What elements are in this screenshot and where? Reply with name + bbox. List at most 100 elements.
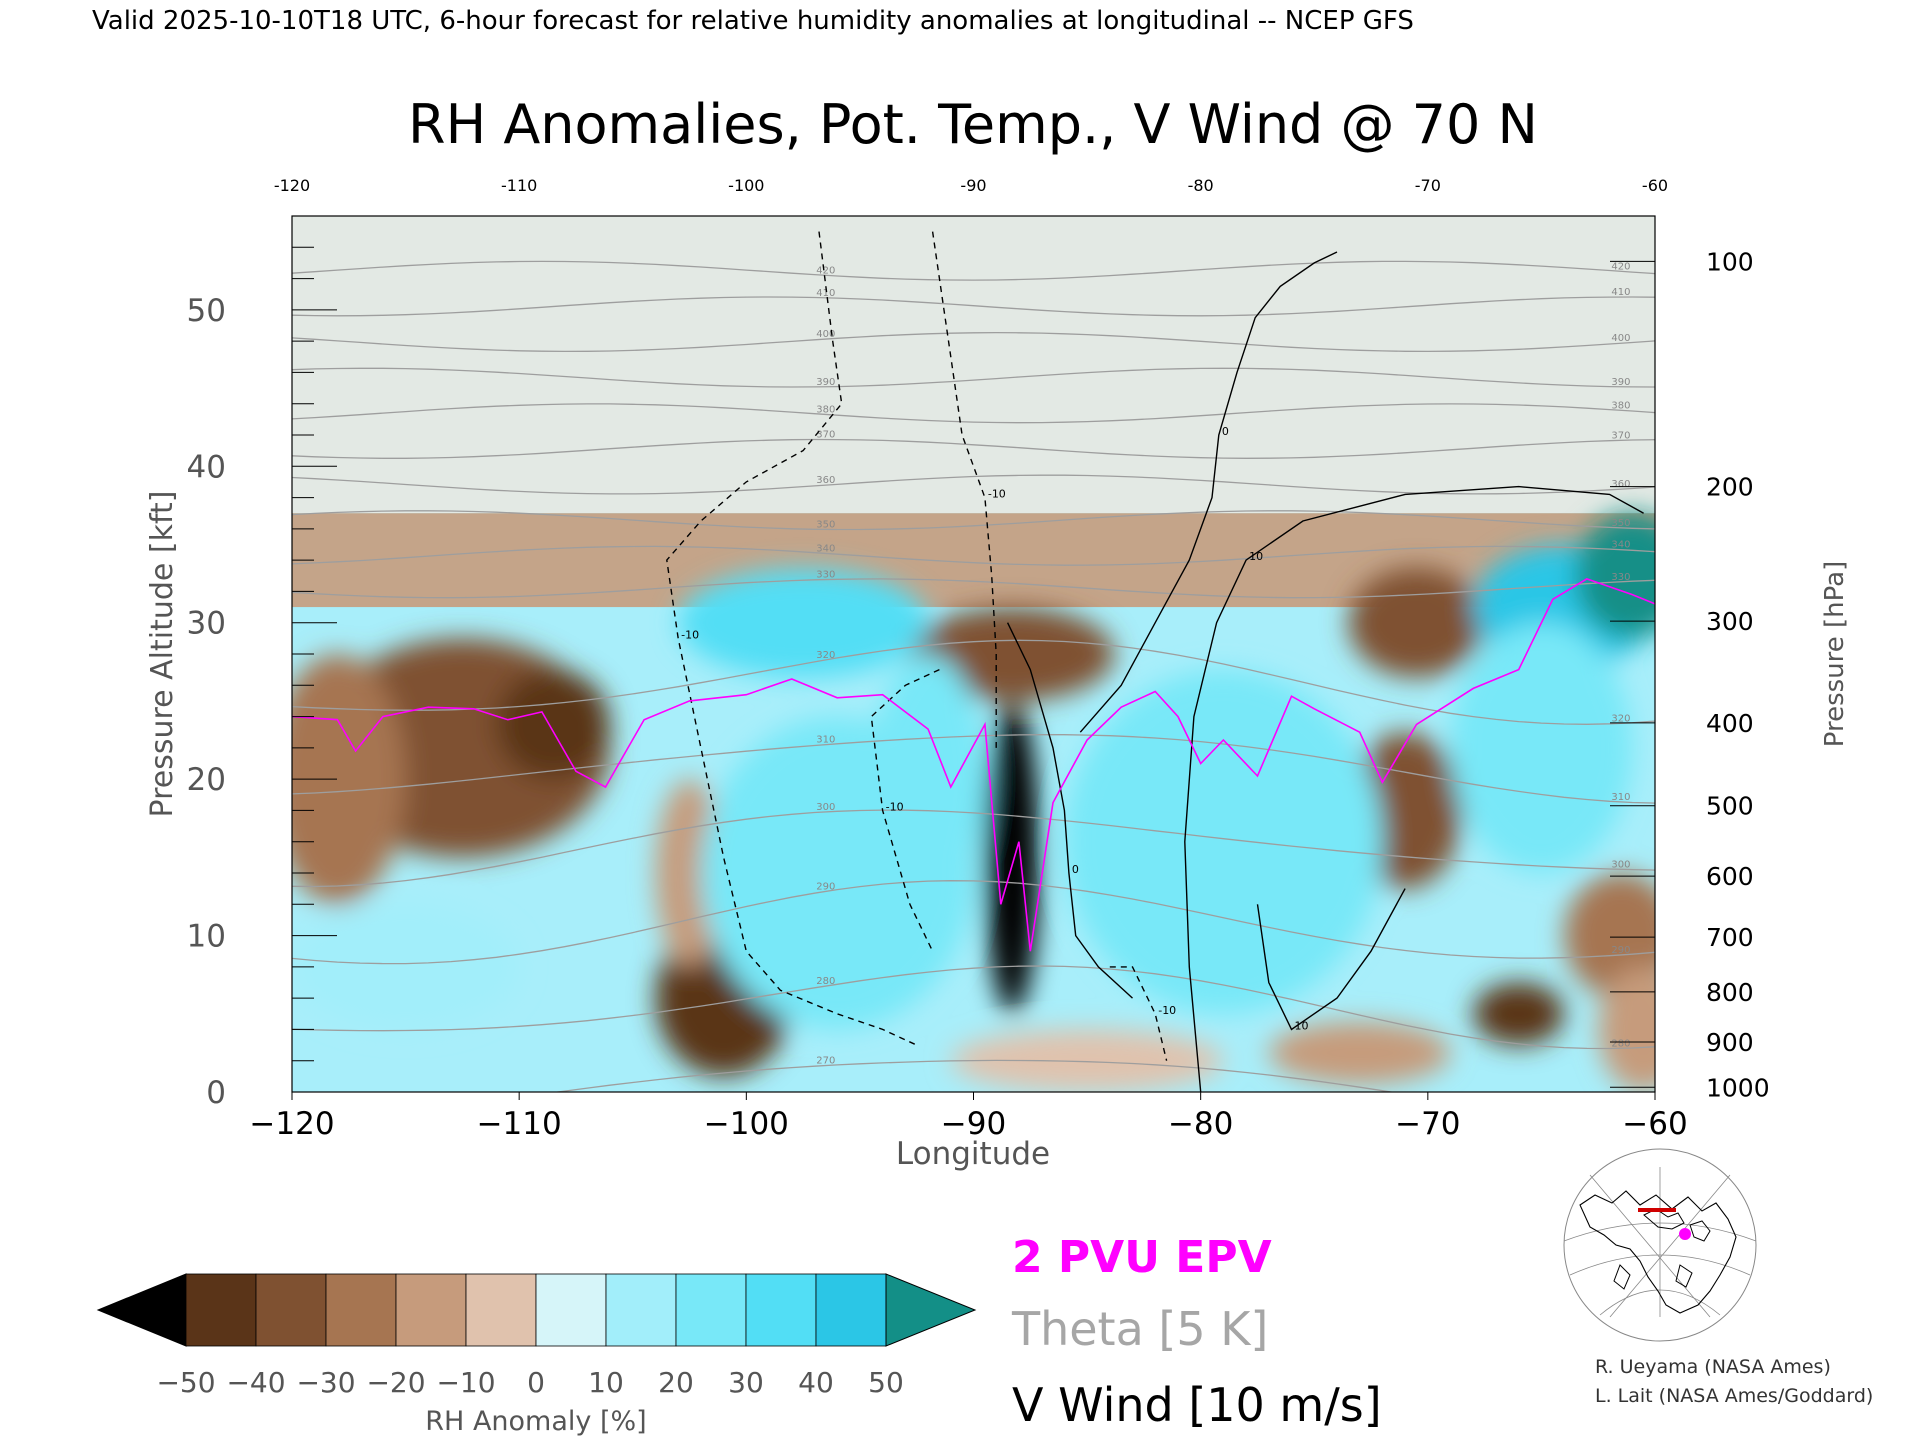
pressure-tick-label: 900: [1706, 1028, 1754, 1057]
globe-outline: [1563, 1148, 1757, 1342]
colorbar-tick-label: 0: [527, 1366, 545, 1399]
pressure-tick-label: 800: [1706, 978, 1754, 1007]
theta-line: [292, 260, 1655, 281]
pressure-tick-label: 200: [1706, 473, 1754, 502]
y-axis-label-right: Pressure [hPa]: [1820, 561, 1850, 748]
theta-line: [292, 403, 1655, 424]
pressure-tick-label: 600: [1706, 862, 1754, 891]
theta-label: 350: [816, 519, 835, 530]
theta-line: [292, 639, 1655, 725]
chart-title: RH Anomalies, Pot. Temp., V Wind @ 70 N: [408, 93, 1538, 156]
theta-label: 330: [816, 569, 835, 580]
pressure-tick-label: 100: [1706, 247, 1754, 276]
top-tick-label: -110: [501, 176, 537, 195]
rh-blob: [1450, 622, 1633, 873]
theta-line: [292, 438, 1655, 459]
y-axis-label-left: Pressure Altitude [kft]: [145, 491, 180, 818]
top-tick-label: -80: [1188, 176, 1214, 195]
valid-line: Valid 2025-10-10T18 UTC, 6-hour forecast…: [92, 6, 1414, 36]
locator-map: [1560, 1148, 1760, 1342]
colorbar: −50 −40 −30 −20 −10 0 10 20 30 40 50: [96, 1273, 977, 1399]
theta-label: 350: [1611, 518, 1630, 529]
rh-blob: [1575, 513, 1655, 639]
rh-blob: [1473, 982, 1565, 1046]
y-tick-label: 10: [187, 919, 226, 955]
vwind-label: -10: [1158, 1004, 1176, 1017]
rh-blob: [1348, 567, 1485, 678]
x-tick-label: −60: [1622, 1106, 1687, 1142]
top-tick-label: -100: [728, 176, 764, 195]
theta-line: [292, 296, 1655, 317]
legend-epv: 2 PVU EPV: [1012, 1232, 1272, 1283]
x-tick-label: −90: [941, 1106, 1006, 1142]
x-tick-label: −110: [477, 1106, 562, 1142]
pressure-tick-label: 400: [1706, 709, 1754, 738]
vwind-contour: [666, 231, 917, 1046]
colorbar-segment: [395, 1273, 467, 1347]
colorbar-segment: [185, 1273, 257, 1347]
theta-line: [292, 809, 1655, 888]
colorbar-over-arrow: [885, 1273, 977, 1347]
theta-label: 270: [816, 1056, 835, 1067]
vwind-label: 10: [1249, 550, 1263, 563]
theta-label: 410: [1611, 287, 1630, 298]
y-tick-label: 40: [187, 449, 226, 485]
theta-label: 370: [1611, 430, 1630, 441]
vwind-contour: [1184, 485, 1644, 1092]
theta-label: 380: [1611, 400, 1630, 411]
theta-line: [292, 578, 1655, 599]
location-dot: [1679, 1228, 1691, 1240]
legend-vwind: V Wind [10 m/s]: [1012, 1378, 1382, 1432]
theta-label: 300: [816, 802, 835, 813]
top-tick-label: -70: [1415, 176, 1441, 195]
colorbar-tick-label: −50: [156, 1366, 215, 1399]
x-tick-label: −120: [249, 1106, 334, 1142]
rh-blob: [655, 779, 724, 967]
theta-label: 420: [816, 265, 835, 276]
theta-label: 390: [816, 377, 835, 388]
theta-label: 290: [816, 881, 835, 892]
colorbar-segment: [745, 1273, 817, 1347]
rh-blob: [871, 654, 985, 905]
colorbar-segment: [605, 1273, 677, 1347]
rh-blob: [678, 567, 929, 678]
colorbar-tick-label: 50: [868, 1366, 904, 1399]
epv-layer: [292, 578, 1655, 952]
theta-line: [552, 1059, 1396, 1092]
colorbar-under-arrow: [96, 1273, 187, 1347]
theta-label: 300: [1611, 859, 1630, 870]
colorbar-tick-label: 10: [588, 1366, 624, 1399]
theta-label: 330: [1611, 572, 1630, 583]
y-tick-label: 50: [187, 293, 226, 329]
theta-label: 410: [816, 288, 835, 299]
theta-label: 370: [816, 430, 835, 441]
theta-label: 360: [1611, 479, 1630, 490]
theta-line: [292, 545, 1655, 566]
vwind-label: -10: [988, 488, 1006, 501]
top-tick-label: -60: [1642, 176, 1668, 195]
theta-label: 360: [816, 475, 835, 486]
theta-label: 320: [816, 650, 835, 661]
colorbar-tick-label: −20: [366, 1366, 425, 1399]
rh-blob: [292, 654, 406, 905]
colorbar-segment: [255, 1273, 327, 1347]
theta-label: 400: [1611, 333, 1630, 344]
coastline: [1579, 1190, 1737, 1314]
theta-label: 380: [816, 404, 835, 415]
pressure-tick-label: 1000: [1706, 1073, 1770, 1102]
vwind-contour: [1079, 251, 1338, 733]
rh-blob: [1268, 1021, 1451, 1085]
theta-label: 340: [1611, 540, 1630, 551]
colorbar-tick-label: −40: [226, 1366, 285, 1399]
credit-line-1: R. Ueyama (NASA Ames): [1595, 1356, 1831, 1378]
theta-label: 400: [816, 329, 835, 340]
vwind-contours: 0 0 10 10 -10 -10 -10 -10: [666, 231, 1644, 1092]
epv-2pvu-line: [292, 578, 1655, 952]
theta-label: 290: [1611, 945, 1630, 956]
theta-line: [292, 880, 1655, 965]
axes: −120 −110 −100 −90 −80 −70 −60-120 -110 -100 -90-…: [187, 176, 1770, 1142]
theta-label: 310: [1611, 792, 1630, 803]
vwind-label: 0: [1222, 425, 1229, 438]
vwind-contour: [1109, 966, 1168, 1061]
legend-theta: Theta [5 K]: [1011, 1302, 1268, 1356]
